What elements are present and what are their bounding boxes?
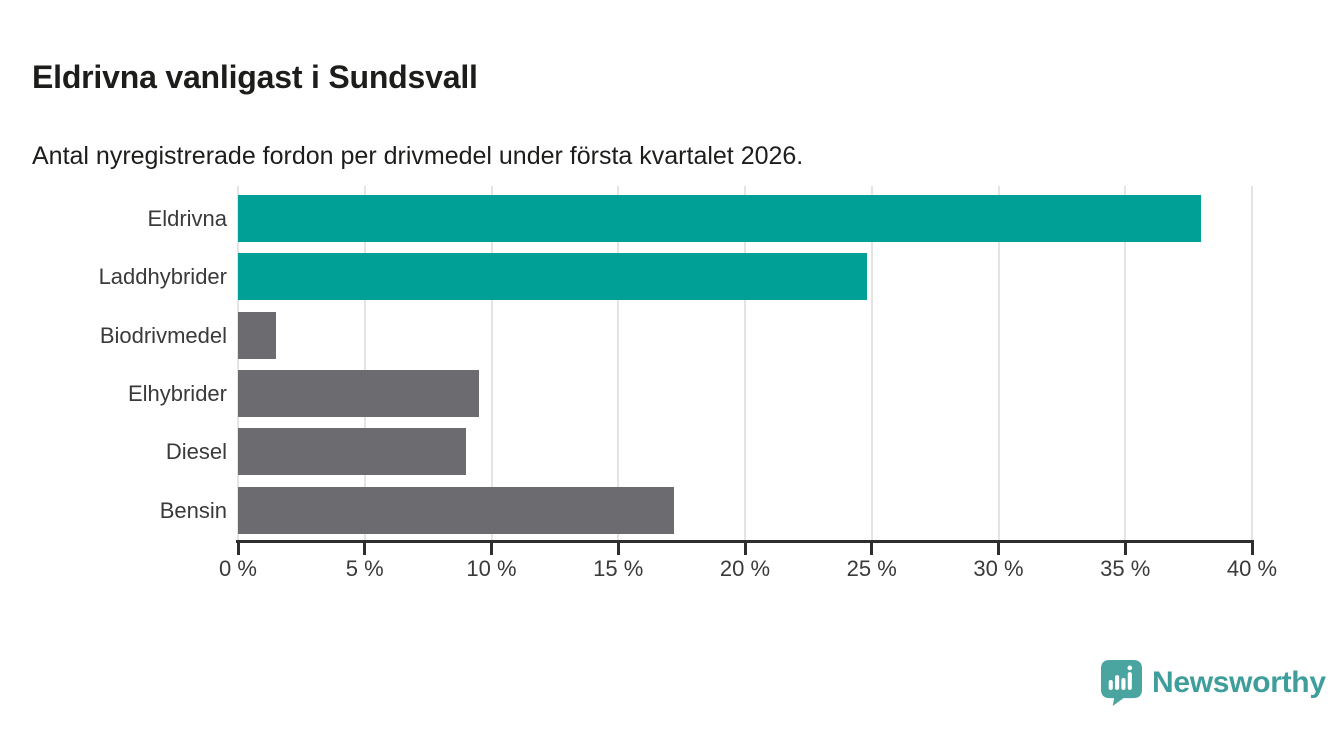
brand-name: Newsworthy <box>1152 666 1326 699</box>
y-category-label-biodrivmedel: Biodrivmedel <box>99 322 227 348</box>
bar-eldrivna <box>238 195 1202 242</box>
brand-logo: Newsworthy <box>1100 659 1326 707</box>
page-title: Eldrivna vanligast i Sundsvall <box>32 59 478 96</box>
gridline-15 <box>617 186 620 540</box>
y-category-label-laddhybrider: Laddhybrider <box>98 264 227 290</box>
chart-subtitle: Antal nyregistrerade fordon per drivmede… <box>32 142 804 170</box>
y-category-label-diesel: Diesel <box>165 439 227 465</box>
bar-bensin <box>238 486 675 534</box>
gridline-40 <box>1251 186 1253 540</box>
x-tick-label-40: 40 % <box>1226 556 1278 581</box>
bar-diesel <box>238 428 467 476</box>
x-axis-tick-15 <box>616 540 620 555</box>
x-axis-tick-35 <box>1123 540 1127 555</box>
x-axis-tick-0 <box>236 540 240 555</box>
gridline-35 <box>1124 186 1127 540</box>
gridline-30 <box>997 186 1000 540</box>
bar-biodrivmedel <box>238 311 277 359</box>
x-axis-tick-20 <box>743 540 747 555</box>
y-category-label-bensin: Bensin <box>159 497 227 523</box>
x-tick-label-5: 5 % <box>345 556 384 581</box>
gridline-25 <box>870 186 873 540</box>
x-tick-label-20: 20 % <box>719 556 771 581</box>
x-axis-tick-40 <box>1250 540 1254 555</box>
bar-laddhybrider <box>238 253 867 301</box>
x-tick-label-15: 15 % <box>593 556 644 581</box>
x-axis-tick-30 <box>997 540 1000 555</box>
gridline-10 <box>490 186 493 540</box>
y-category-label-elhybrider: Elhybrider <box>127 380 227 406</box>
y-category-label-eldrivna: Eldrivna <box>147 206 227 231</box>
x-axis-tick-5 <box>363 540 367 555</box>
gridline-0 <box>237 186 239 540</box>
x-axis-tick-25 <box>870 540 874 555</box>
gridline-20 <box>744 186 746 540</box>
x-tick-label-10: 10 % <box>466 556 517 581</box>
x-axis-tick-10 <box>490 540 493 555</box>
gridline-5 <box>363 186 366 540</box>
x-tick-label-25: 25 % <box>846 556 897 581</box>
x-tick-label-0: 0 % <box>219 556 257 581</box>
x-tick-label-35: 35 % <box>1100 556 1151 581</box>
x-tick-label-30: 30 % <box>973 556 1024 581</box>
newsworthy-pin-barchart-icon <box>1100 660 1143 706</box>
bar-elhybrider <box>238 369 479 417</box>
